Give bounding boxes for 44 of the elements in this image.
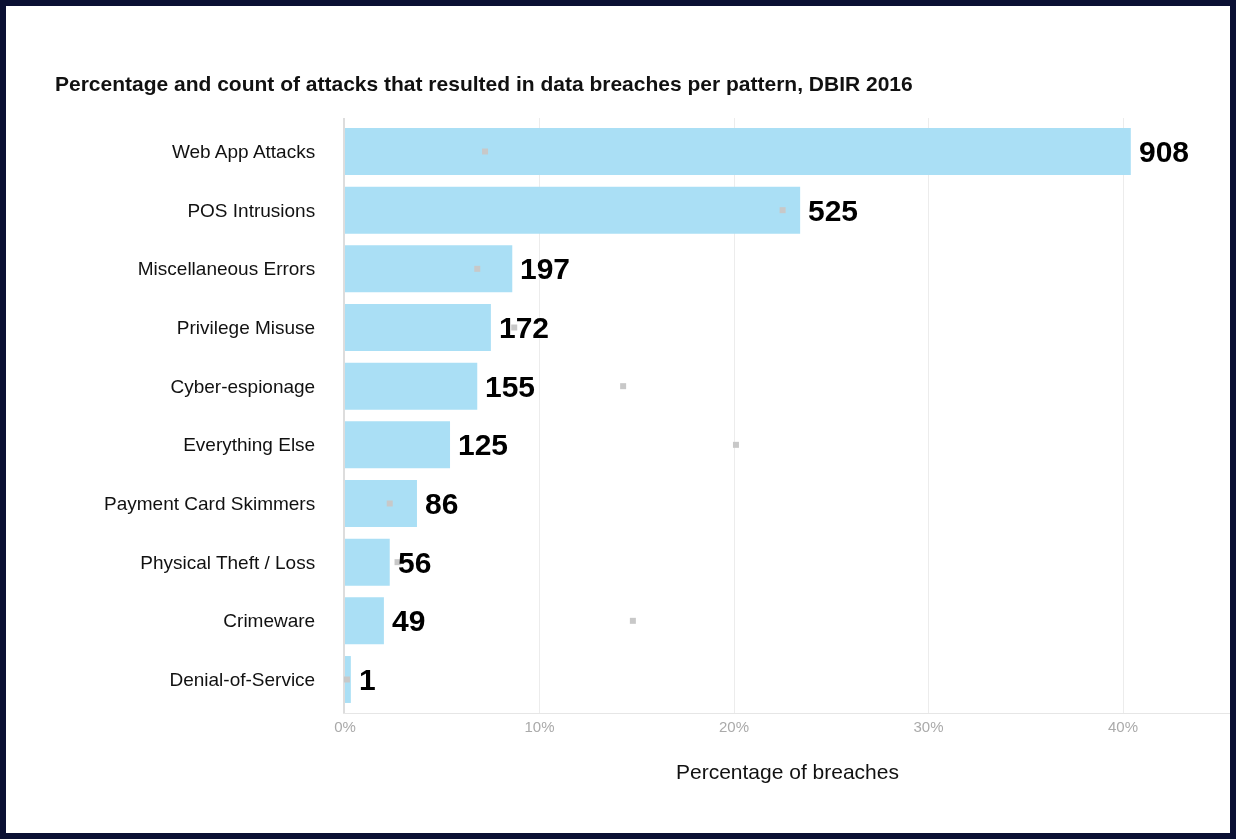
point bbox=[343, 676, 350, 683]
point bbox=[732, 441, 739, 448]
annotation: 86 bbox=[425, 487, 459, 520]
y-tick-label: Cyber-espionage bbox=[170, 375, 316, 397]
chart-title: Percentage and count of attacks that resulted in data breaches per pattern, DBIR 2016 bbox=[54, 71, 913, 95]
bar bbox=[345, 538, 390, 586]
annotation: 155 bbox=[485, 370, 536, 403]
bar bbox=[345, 245, 513, 293]
x-axis-title: Percentage of breaches bbox=[676, 760, 899, 784]
annotation: 56 bbox=[398, 546, 432, 579]
annotation: 49 bbox=[392, 604, 426, 637]
point bbox=[620, 383, 627, 390]
bar bbox=[345, 362, 478, 410]
x-tick-label: 0% bbox=[334, 718, 356, 735]
y-tick-label: Miscellaneous Errors bbox=[137, 258, 316, 280]
y-tick-label: Payment Card Skimmers bbox=[104, 493, 316, 515]
y-tick-label: Denial-of-Service bbox=[169, 669, 316, 691]
annotation: 525 bbox=[808, 194, 859, 227]
annotation: 908 bbox=[1139, 135, 1190, 168]
point bbox=[779, 207, 786, 214]
x-tick-label: 40% bbox=[1108, 718, 1139, 735]
point bbox=[474, 265, 481, 272]
bar bbox=[345, 128, 1131, 175]
y-tick-label: POS Intrusions bbox=[187, 199, 316, 221]
y-tick-label: Privilege Misuse bbox=[176, 317, 316, 339]
annotation: 1 bbox=[359, 663, 376, 696]
point bbox=[629, 617, 636, 624]
y-tick-label: Physical Theft / Loss bbox=[140, 551, 316, 573]
point bbox=[482, 148, 489, 155]
annotation: 197 bbox=[520, 252, 571, 285]
y-tick-label: Web App Attacks bbox=[171, 141, 316, 163]
y-tick-label: Crimeware bbox=[223, 610, 316, 632]
bar bbox=[345, 186, 801, 234]
annotation: 172 bbox=[499, 311, 550, 344]
bar bbox=[345, 480, 417, 527]
x-tick-label: 20% bbox=[718, 718, 750, 735]
bar bbox=[345, 597, 384, 645]
x-tick-label: 10% bbox=[524, 718, 555, 735]
bar bbox=[345, 421, 451, 469]
y-tick-label: Everything Else bbox=[183, 434, 316, 456]
bar bbox=[345, 304, 491, 351]
x-tick-label: 30% bbox=[913, 718, 944, 735]
point bbox=[386, 500, 393, 507]
annotation: 125 bbox=[458, 428, 509, 461]
